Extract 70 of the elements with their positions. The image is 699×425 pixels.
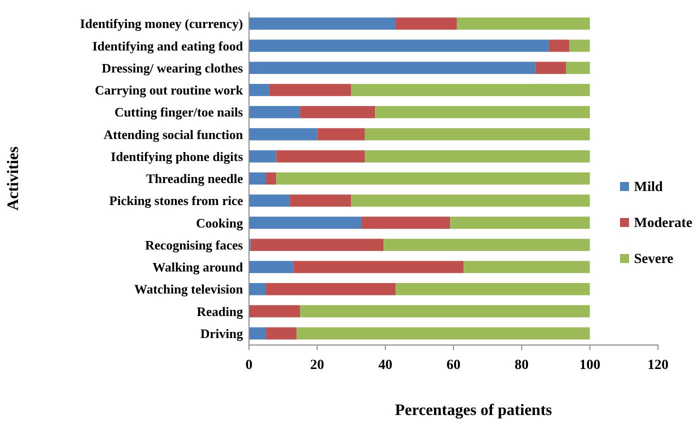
bar (300, 305, 590, 318)
bar (364, 150, 590, 162)
bar (249, 260, 294, 274)
bar (450, 216, 590, 229)
bar (250, 238, 384, 251)
bar (464, 260, 590, 274)
bar (396, 18, 457, 30)
x-tick-label: 0 (246, 358, 252, 373)
x-tick-label: 60 (446, 358, 460, 373)
bar (293, 260, 464, 274)
y-tick-label: Picking stones from rice (109, 193, 244, 208)
bar (266, 283, 396, 296)
y-axis-title: Activities (5, 146, 22, 210)
bar (535, 62, 566, 74)
bar (249, 327, 266, 340)
bar (249, 172, 266, 185)
bar (266, 172, 276, 185)
bar (351, 194, 590, 207)
y-tick-label: Recognising faces (145, 237, 243, 252)
bar (276, 150, 365, 162)
bar (351, 84, 590, 96)
y-tick-label: Walking around (152, 260, 244, 275)
x-tick-label: 100 (579, 358, 600, 373)
bar (249, 40, 549, 52)
bar (296, 327, 590, 340)
bar (249, 62, 536, 74)
y-tick-label: Carrying out routine work (94, 82, 244, 98)
x-tick-label: 20 (310, 358, 324, 373)
y-tick-label: Cooking (196, 215, 244, 230)
bar (249, 305, 300, 318)
x-tick-label: 40 (378, 358, 392, 373)
bar (269, 84, 352, 96)
y-tick-label: Dressing/ wearing clothes (102, 60, 243, 76)
bar (249, 194, 290, 207)
bar (361, 216, 450, 229)
bar (566, 62, 590, 74)
bar (396, 283, 590, 296)
bar (569, 40, 590, 52)
bar (249, 128, 318, 140)
x-axis-title: Percentages of patients (395, 402, 552, 419)
bar (300, 106, 376, 118)
y-tick-label: Driving (200, 326, 244, 341)
legend-label: Severe (634, 252, 674, 267)
bar (548, 40, 570, 52)
y-tick-label: Identifying phone digits (110, 148, 243, 164)
bar (249, 106, 300, 118)
y-tick-label: Identifying and eating food (92, 38, 244, 54)
bar (290, 194, 352, 207)
x-tick-label: 120 (648, 358, 668, 373)
legend-label: Moderate (634, 216, 692, 231)
bar (249, 150, 276, 162)
bar (375, 106, 590, 118)
bar (276, 172, 590, 185)
bar (249, 283, 266, 296)
y-tick-label: Attending social function (104, 126, 244, 142)
x-tick-label: 80 (514, 358, 529, 373)
bar (317, 128, 365, 140)
legend-label: Mild (634, 180, 663, 195)
y-tick-label: Identifying money (currency) (80, 16, 243, 32)
bar (266, 327, 297, 340)
y-tick-label: Reading (196, 304, 244, 319)
bar (456, 18, 590, 30)
bar (364, 128, 590, 140)
y-tick-label: Cutting finger/toe nails (114, 104, 243, 120)
bar (384, 238, 590, 251)
bar (249, 216, 362, 229)
y-tick-label: Watching television (134, 282, 244, 297)
bar (249, 18, 396, 30)
y-tick-label: Threading needle (146, 171, 244, 186)
bar (249, 84, 270, 96)
